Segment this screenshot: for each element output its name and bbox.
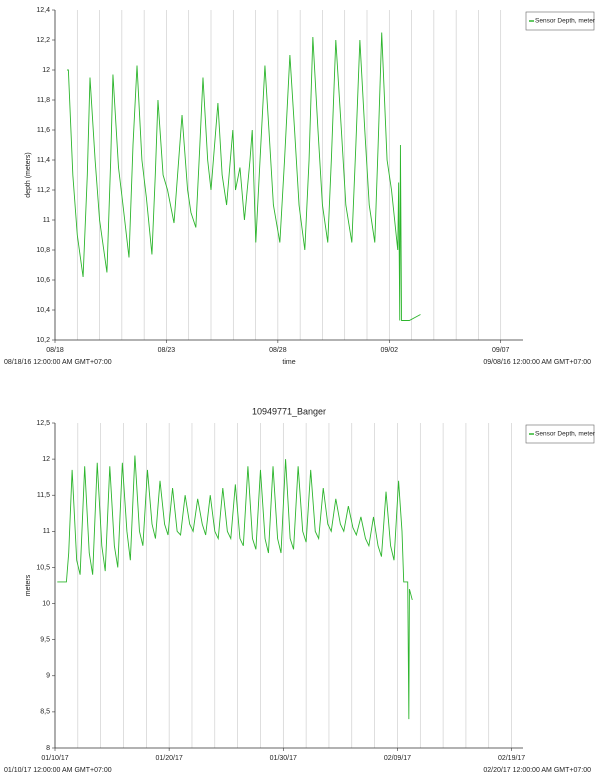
y-tick-label: 11 xyxy=(43,217,50,224)
x-tick-label: 09/07 xyxy=(492,347,510,354)
y-tick-label: 12,2 xyxy=(36,37,50,44)
plot-area xyxy=(55,10,523,340)
legend-label: Sensor Depth, meters xyxy=(535,18,595,25)
x-start-label: 08/18/16 12:00:00 AM GMT+07:00 xyxy=(4,359,112,366)
y-tick-label: 9,5 xyxy=(40,637,50,644)
x-tick-label: 01/20/17 xyxy=(156,755,183,762)
x-tick-label: 08/18 xyxy=(46,347,64,354)
y-tick-label: 10 xyxy=(42,600,50,607)
y-tick-label: 10,2 xyxy=(36,337,50,344)
y-axis-label: meters xyxy=(25,574,32,596)
legend-label: Sensor Depth, meters xyxy=(535,431,595,438)
y-tick-label: 12 xyxy=(42,456,50,463)
x-tick-label: 01/10/17 xyxy=(41,755,68,762)
y-tick-label: 8 xyxy=(46,745,50,752)
x-start-label: 01/10/17 12:00:00 AM GMT+07:00 xyxy=(4,767,112,774)
x-tick-label: 01/30/17 xyxy=(270,755,297,762)
y-tick-label: 10,8 xyxy=(36,247,50,254)
x-tick-label: 08/28 xyxy=(269,347,287,354)
plot-area xyxy=(55,423,523,748)
y-tick-label: 8,5 xyxy=(40,709,50,716)
x-tick-label: 02/19/17 xyxy=(498,755,525,762)
x-tick-label: 02/09/17 xyxy=(384,755,411,762)
y-tick-label: 12 xyxy=(42,67,50,74)
y-tick-label: 12,4 xyxy=(36,7,50,14)
y-tick-label: 11,2 xyxy=(37,187,50,194)
legend-box xyxy=(525,11,595,31)
x-end-label: 09/08/16 12:00:00 AM GMT+07:00 xyxy=(483,359,591,366)
y-tick-label: 10,4 xyxy=(36,307,50,314)
y-tick-label: 11,8 xyxy=(37,97,50,104)
y-tick-label: 10,5 xyxy=(36,564,50,571)
chart-title: 10949771_Banger xyxy=(252,406,326,416)
x-axis-label: time xyxy=(282,359,295,366)
y-tick-label: 11,6 xyxy=(37,127,50,134)
x-tick-label: 08/23 xyxy=(158,347,176,354)
y-tick-label: 12,5 xyxy=(36,420,50,427)
y-tick-label: 11,4 xyxy=(37,157,50,164)
y-tick-label: 10,6 xyxy=(36,277,50,284)
y-tick-label: 11 xyxy=(43,528,50,535)
series-line xyxy=(57,455,413,720)
x-end-label: 02/20/17 12:00:00 AM GMT+07:00 xyxy=(483,767,591,774)
y-axis-label: depth (meters) xyxy=(25,152,32,198)
series-line xyxy=(67,32,421,321)
y-tick-label: 11,5 xyxy=(37,492,50,499)
legend-box xyxy=(525,424,595,444)
y-tick-label: 9 xyxy=(46,673,50,680)
x-tick-label: 09/02 xyxy=(381,347,399,354)
